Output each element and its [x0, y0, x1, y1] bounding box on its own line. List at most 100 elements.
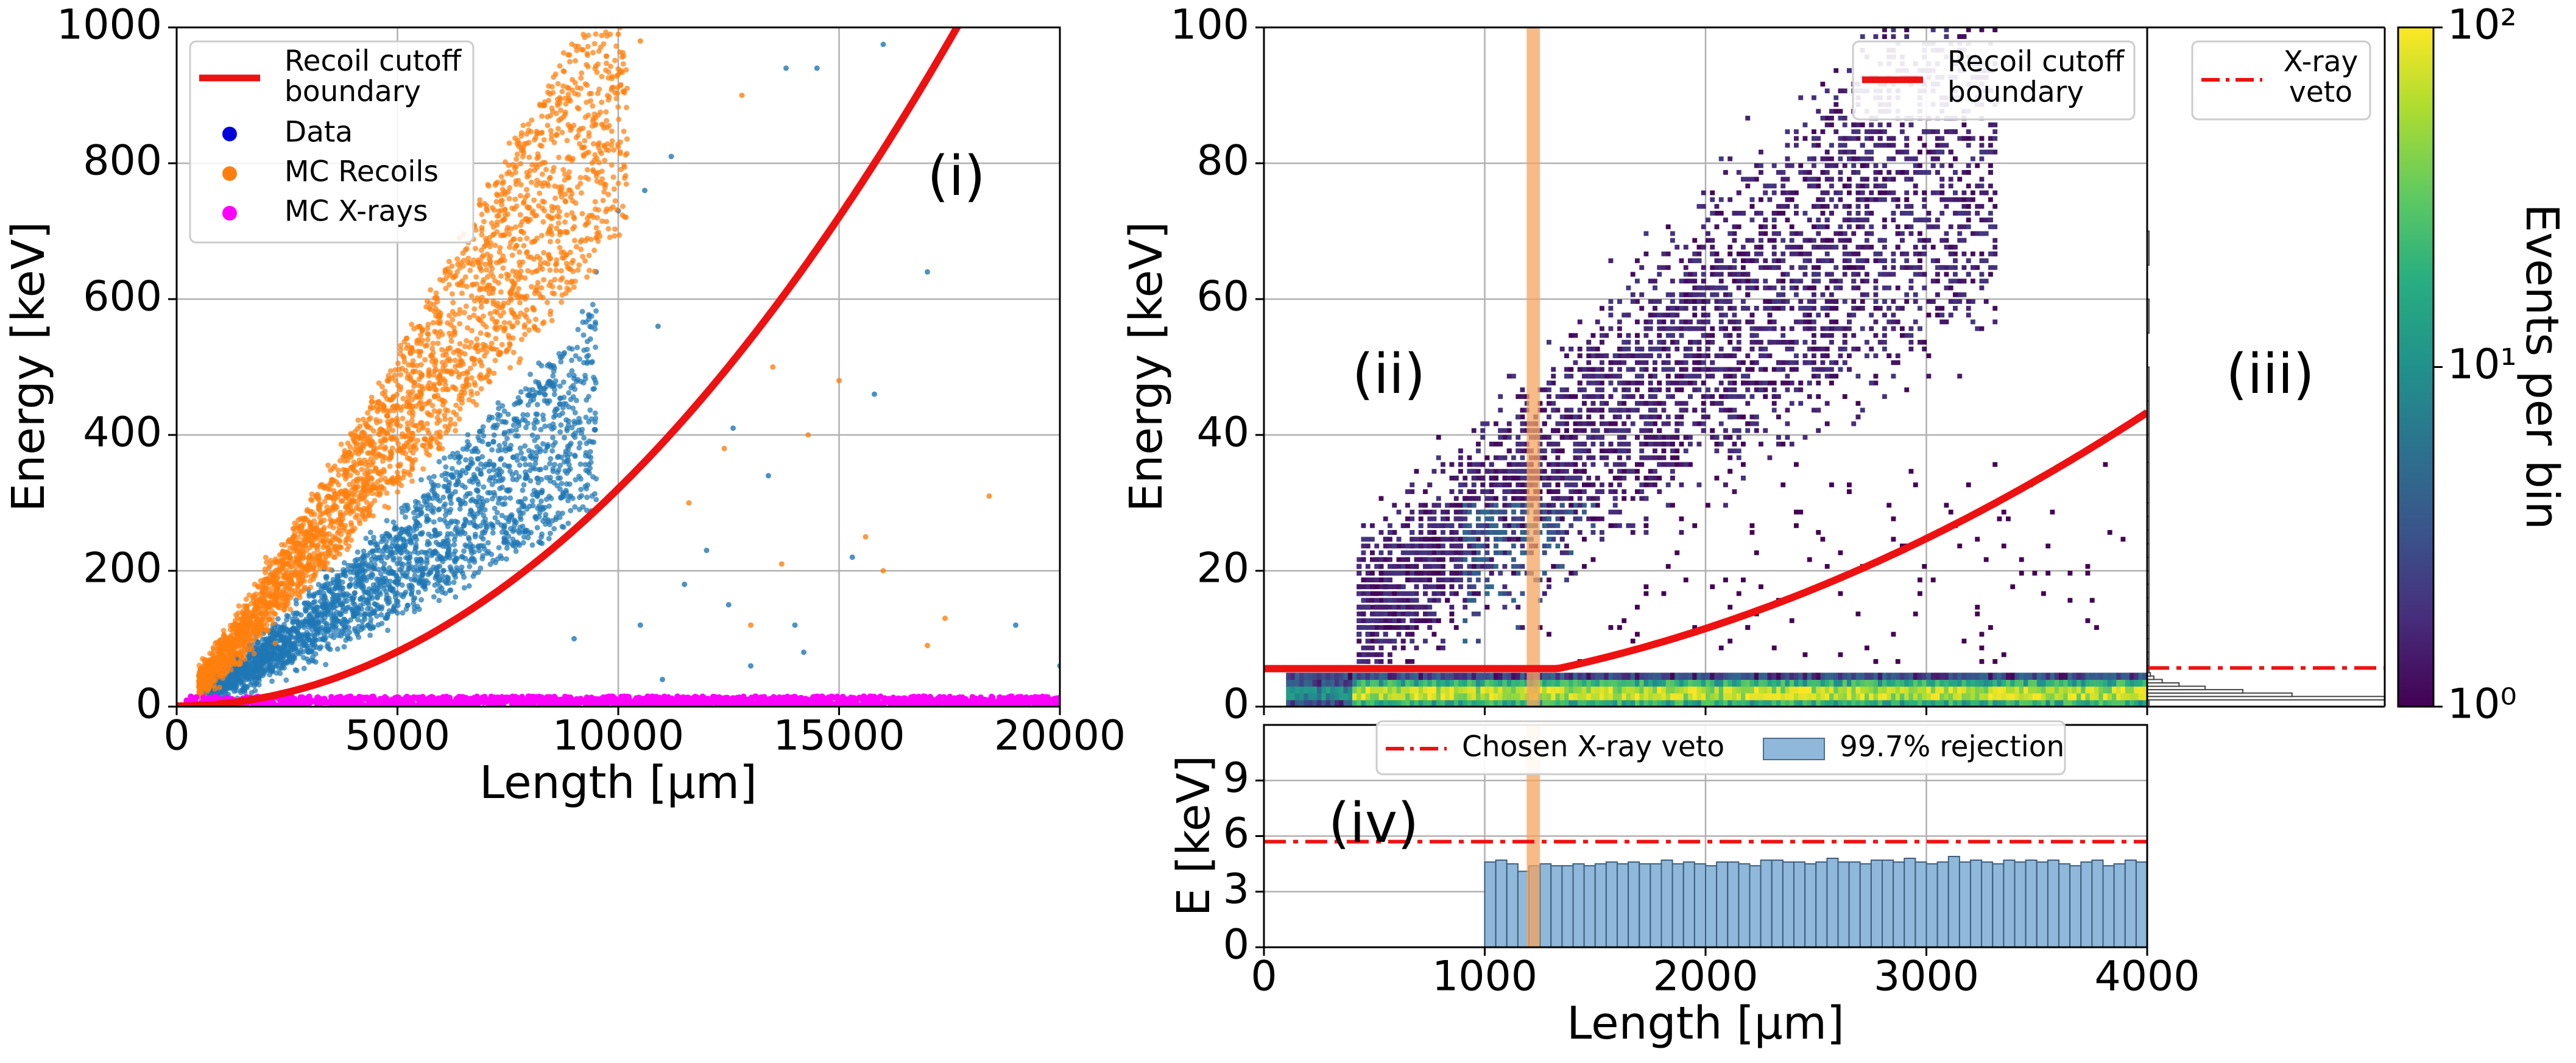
mc-recoil-point [272, 640, 278, 646]
data-point [542, 515, 548, 521]
data-point [275, 616, 281, 622]
mc-recoil-point [435, 341, 441, 346]
mc-recoil-point [494, 222, 500, 228]
data-point [374, 613, 379, 619]
mc-recoil-point [517, 300, 523, 306]
mc-recoil-point [463, 303, 469, 309]
data-point [474, 524, 480, 530]
mc-recoil-point [503, 159, 509, 165]
data-point [495, 448, 501, 454]
data-point [292, 635, 298, 641]
data-point [313, 626, 319, 632]
data-point [437, 531, 443, 537]
mc-recoil-point [524, 249, 530, 255]
data-point [358, 580, 364, 586]
data-point [442, 501, 448, 507]
data-point [490, 530, 496, 536]
mc-recoil-point [300, 521, 306, 528]
data-point [437, 517, 443, 523]
mc-recoil-point [500, 265, 506, 271]
data-point [432, 575, 439, 581]
data-point [549, 448, 556, 454]
data-point [523, 472, 529, 478]
data-point [425, 539, 431, 545]
mc-recoil-point [621, 214, 627, 220]
mc-recoil-point [395, 489, 401, 495]
data-point [400, 610, 406, 616]
data-point [563, 489, 570, 495]
mc-recoil-point [524, 307, 530, 313]
data-point [418, 597, 425, 603]
mc-recoil-point [585, 32, 591, 38]
mc-recoil-point [437, 319, 443, 325]
mc-recoil-point [263, 554, 269, 560]
data-point [880, 41, 886, 48]
mc-recoil-point [416, 383, 422, 389]
data-point [520, 487, 526, 493]
data-point [494, 510, 500, 515]
mc-recoil-point [422, 357, 428, 363]
data-point [333, 623, 339, 629]
data-point [331, 630, 337, 635]
mc-recoil-point [410, 450, 416, 456]
mc-recoil-point [594, 69, 600, 76]
data-point [328, 608, 334, 614]
data-point [585, 394, 591, 400]
mc-recoil-point [434, 294, 440, 300]
mc-recoil-point [347, 444, 353, 450]
data-point [539, 489, 545, 495]
data-point [538, 506, 543, 512]
mc-recoil-point [353, 514, 359, 520]
data-point [522, 417, 528, 423]
data-point [483, 461, 489, 467]
data-point [555, 475, 561, 481]
mc-recoil-point [390, 428, 396, 434]
data-point [466, 536, 472, 542]
mc-recoil-point [569, 260, 575, 266]
mc-recoil-point [517, 249, 523, 255]
data-point [503, 537, 509, 543]
mc-recoil-point [513, 156, 520, 162]
mc-recoil-point [457, 321, 463, 327]
mc-recoil-point [398, 482, 404, 489]
data-point [511, 523, 517, 529]
data-point [447, 564, 453, 570]
mc-recoil-point [562, 219, 568, 225]
data-point [360, 586, 366, 592]
mc-recoil-point [494, 229, 500, 235]
mc-recoil-point [464, 337, 470, 344]
mc-recoil-point [605, 147, 612, 154]
data-point [547, 531, 553, 537]
mc-recoil-point [446, 258, 452, 264]
mc-recoil-point [607, 206, 613, 212]
data-point [339, 621, 345, 627]
data-point [559, 481, 565, 487]
data-point [585, 359, 591, 365]
data-point [499, 468, 504, 475]
data-point [475, 481, 481, 487]
data-point [532, 437, 538, 443]
mc-recoil-point [300, 554, 306, 560]
mc-recoil-point [602, 157, 608, 163]
data-point [460, 446, 466, 452]
mc-recoil-point [612, 90, 618, 96]
data-point [565, 520, 571, 526]
mc-recoil-point [478, 386, 484, 392]
mc-recoil-point [489, 341, 495, 347]
mc-recoil-point [409, 422, 415, 428]
data-point [482, 546, 488, 552]
mc-recoil-point [603, 109, 609, 115]
data-point [593, 476, 599, 482]
data-point [580, 319, 586, 325]
data-point [457, 506, 463, 512]
data-point [358, 626, 364, 632]
data-point [525, 402, 531, 408]
data-point [588, 313, 595, 319]
mc-recoil-point [318, 482, 324, 488]
data-point [499, 556, 505, 562]
mc-recoil-point [351, 459, 357, 465]
data-point [233, 677, 239, 683]
data-point [489, 522, 495, 528]
mc-recoil-point [484, 374, 490, 380]
mc-recoil-point [590, 214, 596, 221]
